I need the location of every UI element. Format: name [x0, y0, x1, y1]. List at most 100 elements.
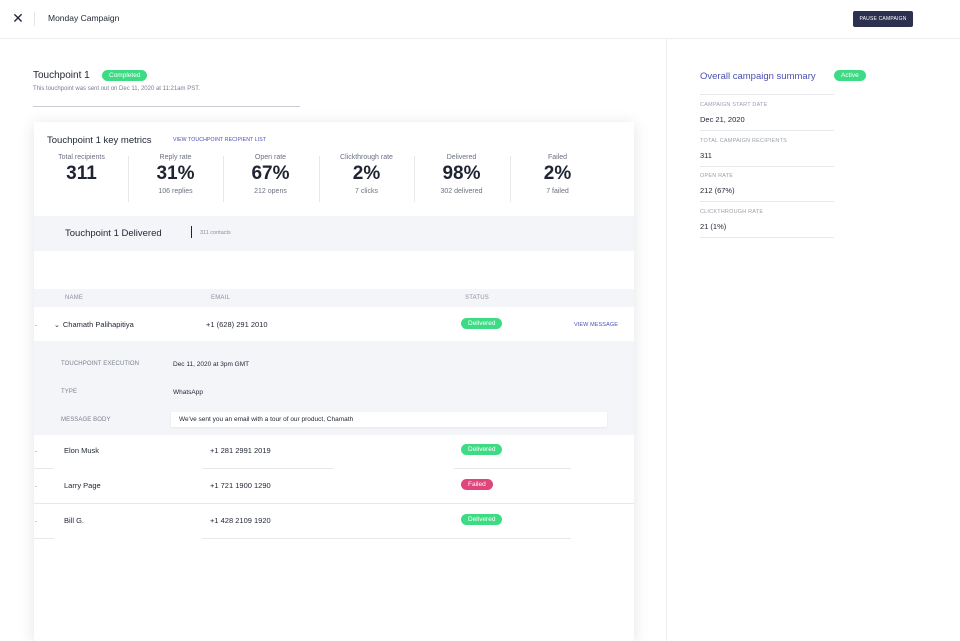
- row-divider: [34, 538, 54, 539]
- metric-label: Delivered: [446, 154, 477, 161]
- metric-divider: [510, 156, 511, 202]
- metric-value: 31%: [156, 163, 195, 184]
- execution-value: Dec 11, 2020 at 3pm GMT: [173, 361, 250, 368]
- message-details-panel: TOUCHPOINT EXECUTION Dec 11, 2020 at 3pm…: [34, 341, 634, 435]
- column-header-email[interactable]: EMAIL: [211, 295, 231, 301]
- summary-label: CAMPAIGN START DATE: [700, 102, 768, 108]
- type-value: WhatsApp: [173, 389, 203, 396]
- execution-label: TOUCHPOINT EXECUTION: [61, 361, 140, 367]
- delivered-count: 311 contacts: [200, 230, 231, 236]
- status-badge: Delivered: [461, 318, 503, 329]
- metric-delivered: Delivered 98% 302 delivered: [414, 154, 509, 195]
- metric-divider: [223, 156, 224, 202]
- metrics-card: Touchpoint 1 key metrics VIEW TOUCHPOINT…: [34, 122, 634, 641]
- row-marker: .: [35, 447, 37, 454]
- summary-label: TOTAL CAMPAIGN RECIPIENTS: [700, 138, 788, 144]
- metric-divider: [414, 156, 415, 202]
- contact-name: Chamath Palihapitiya: [62, 320, 134, 329]
- type-label: TYPE: [61, 389, 78, 395]
- metric-sub: 302 delivered: [440, 188, 483, 195]
- metric-value: 98%: [442, 163, 481, 184]
- row-marker: .: [35, 321, 37, 328]
- metric-sub: 106 replies: [158, 188, 193, 195]
- message-body-box: We've sent you an email with a tour of o…: [171, 412, 607, 427]
- metrics-row: Total recipients 311 Reply rate 31% 106 …: [34, 154, 634, 206]
- summary-label: CLICKTHROUGH RATE: [700, 209, 764, 215]
- metric-label: Clickthrough rate: [340, 154, 393, 161]
- delivered-title: Touchpoint 1 Delivered: [65, 228, 162, 239]
- campaign-name: Monday Campaign: [48, 13, 120, 23]
- metric-label: Reply rate: [159, 154, 192, 161]
- summary-value: Dec 21, 2020: [700, 115, 745, 124]
- summary-total-recipients: TOTAL CAMPAIGN RECIPIENTS 311: [700, 131, 834, 167]
- contact-phone: +1 281 2991 2019: [210, 446, 271, 455]
- row-marker: .: [35, 517, 37, 524]
- table-row[interactable]: . ⌄ Chamath Palihapitiya +1 (628) 291 201…: [34, 307, 634, 342]
- row-divider: [202, 538, 571, 539]
- view-message-link[interactable]: VIEW MESSAGE: [574, 322, 618, 328]
- table-row[interactable]: . Larry Page +1 721 1900 1290 Failed: [34, 470, 634, 505]
- message-body-text: We've sent you an email with a tour of o…: [179, 416, 354, 423]
- status-badge: Delivered: [461, 514, 503, 525]
- table-row[interactable]: . Bill G. +1 428 2109 1920 Delivered: [34, 505, 634, 540]
- row-divider: [454, 468, 571, 469]
- summary-value: 311: [700, 151, 712, 160]
- contact-name-cell: ⌄ Chamath Palihapitiya: [54, 320, 134, 329]
- view-recipient-list-link[interactable]: VIEW TOUCHPOINT RECIPIENT LIST: [173, 137, 267, 143]
- metric-failed: Failed 2% 7 failed: [510, 154, 605, 195]
- metric-value: 2%: [543, 163, 572, 184]
- column-header-name[interactable]: NAME: [65, 295, 84, 301]
- metric-sub: 7 clicks: [355, 188, 378, 195]
- row-divider: [34, 468, 54, 469]
- metric-divider: [128, 156, 129, 202]
- contact-phone: +1 (628) 291 2010: [206, 320, 268, 329]
- touchpoint-subtitle: This touchpoint was sent out on Dec 11, …: [33, 86, 200, 92]
- contact-name: Elon Musk: [64, 446, 100, 455]
- pause-campaign-button[interactable]: PAUSE CAMPAIGN: [853, 11, 913, 27]
- summary-label: OPEN RATE: [700, 173, 734, 179]
- metric-total-recipients: Total recipients 311: [34, 154, 129, 188]
- contact-name: Bill G.: [64, 516, 85, 525]
- metric-label: Open rate: [254, 154, 287, 161]
- contact-phone: +1 428 2109 1920: [210, 516, 271, 525]
- row-divider: [34, 503, 634, 504]
- summary-divider: [700, 94, 834, 95]
- metric-label: Failed: [547, 154, 568, 161]
- table-row[interactable]: . Elon Musk +1 281 2991 2019 Delivered: [34, 435, 634, 470]
- column-header-status[interactable]: STATUS: [465, 295, 489, 301]
- panel-divider: [666, 39, 667, 641]
- summary-value: 21 (1%): [700, 222, 727, 231]
- close-icon[interactable]: ✕: [12, 10, 24, 26]
- metric-sub: 7 failed: [546, 188, 569, 195]
- row-divider: [202, 468, 334, 469]
- metric-value: 311: [66, 163, 97, 184]
- summary-start-date: CAMPAIGN START DATE Dec 21, 2020: [700, 95, 834, 131]
- summary-clickthrough-rate: CLICKTHROUGH RATE 21 (1%): [700, 202, 834, 238]
- touchpoint-status-badge: Completed: [102, 70, 148, 81]
- status-badge: Delivered: [461, 444, 503, 455]
- chevron-down-icon[interactable]: ⌄: [54, 322, 60, 329]
- metric-reply-rate: Reply rate 31% 106 replies: [128, 154, 223, 195]
- summary-title: Overall campaign summary: [700, 71, 816, 82]
- campaign-status-badge: Active: [834, 70, 866, 81]
- row-marker: .: [35, 482, 37, 489]
- touchpoint-title: Touchpoint 1: [33, 70, 90, 81]
- contact-name: Larry Page: [64, 481, 101, 490]
- metric-open-rate: Open rate 67% 212 opens: [223, 154, 318, 195]
- message-body-label: MESSAGE BODY: [61, 417, 111, 423]
- summary-open-rate: OPEN RATE 212 (67%): [700, 166, 834, 202]
- summary-value: 212 (67%): [700, 186, 735, 195]
- delivered-header: Touchpoint 1 Delivered 311 contacts: [34, 216, 634, 251]
- metric-value: 2%: [352, 163, 381, 184]
- table-header: NAME EMAIL STATUS: [34, 289, 634, 307]
- contact-phone: +1 721 1900 1290: [210, 481, 271, 490]
- delivered-divider: [191, 226, 192, 238]
- touchpoint-divider: [33, 106, 300, 107]
- metric-label: Total recipients: [58, 154, 105, 161]
- metric-value: 67%: [251, 163, 290, 184]
- metric-divider: [319, 156, 320, 202]
- top-bar: ✕ Monday Campaign PAUSE CAMPAIGN: [0, 0, 960, 39]
- status-badge: Failed: [461, 479, 493, 490]
- metric-sub: 212 opens: [254, 188, 287, 195]
- header-divider: [34, 12, 35, 26]
